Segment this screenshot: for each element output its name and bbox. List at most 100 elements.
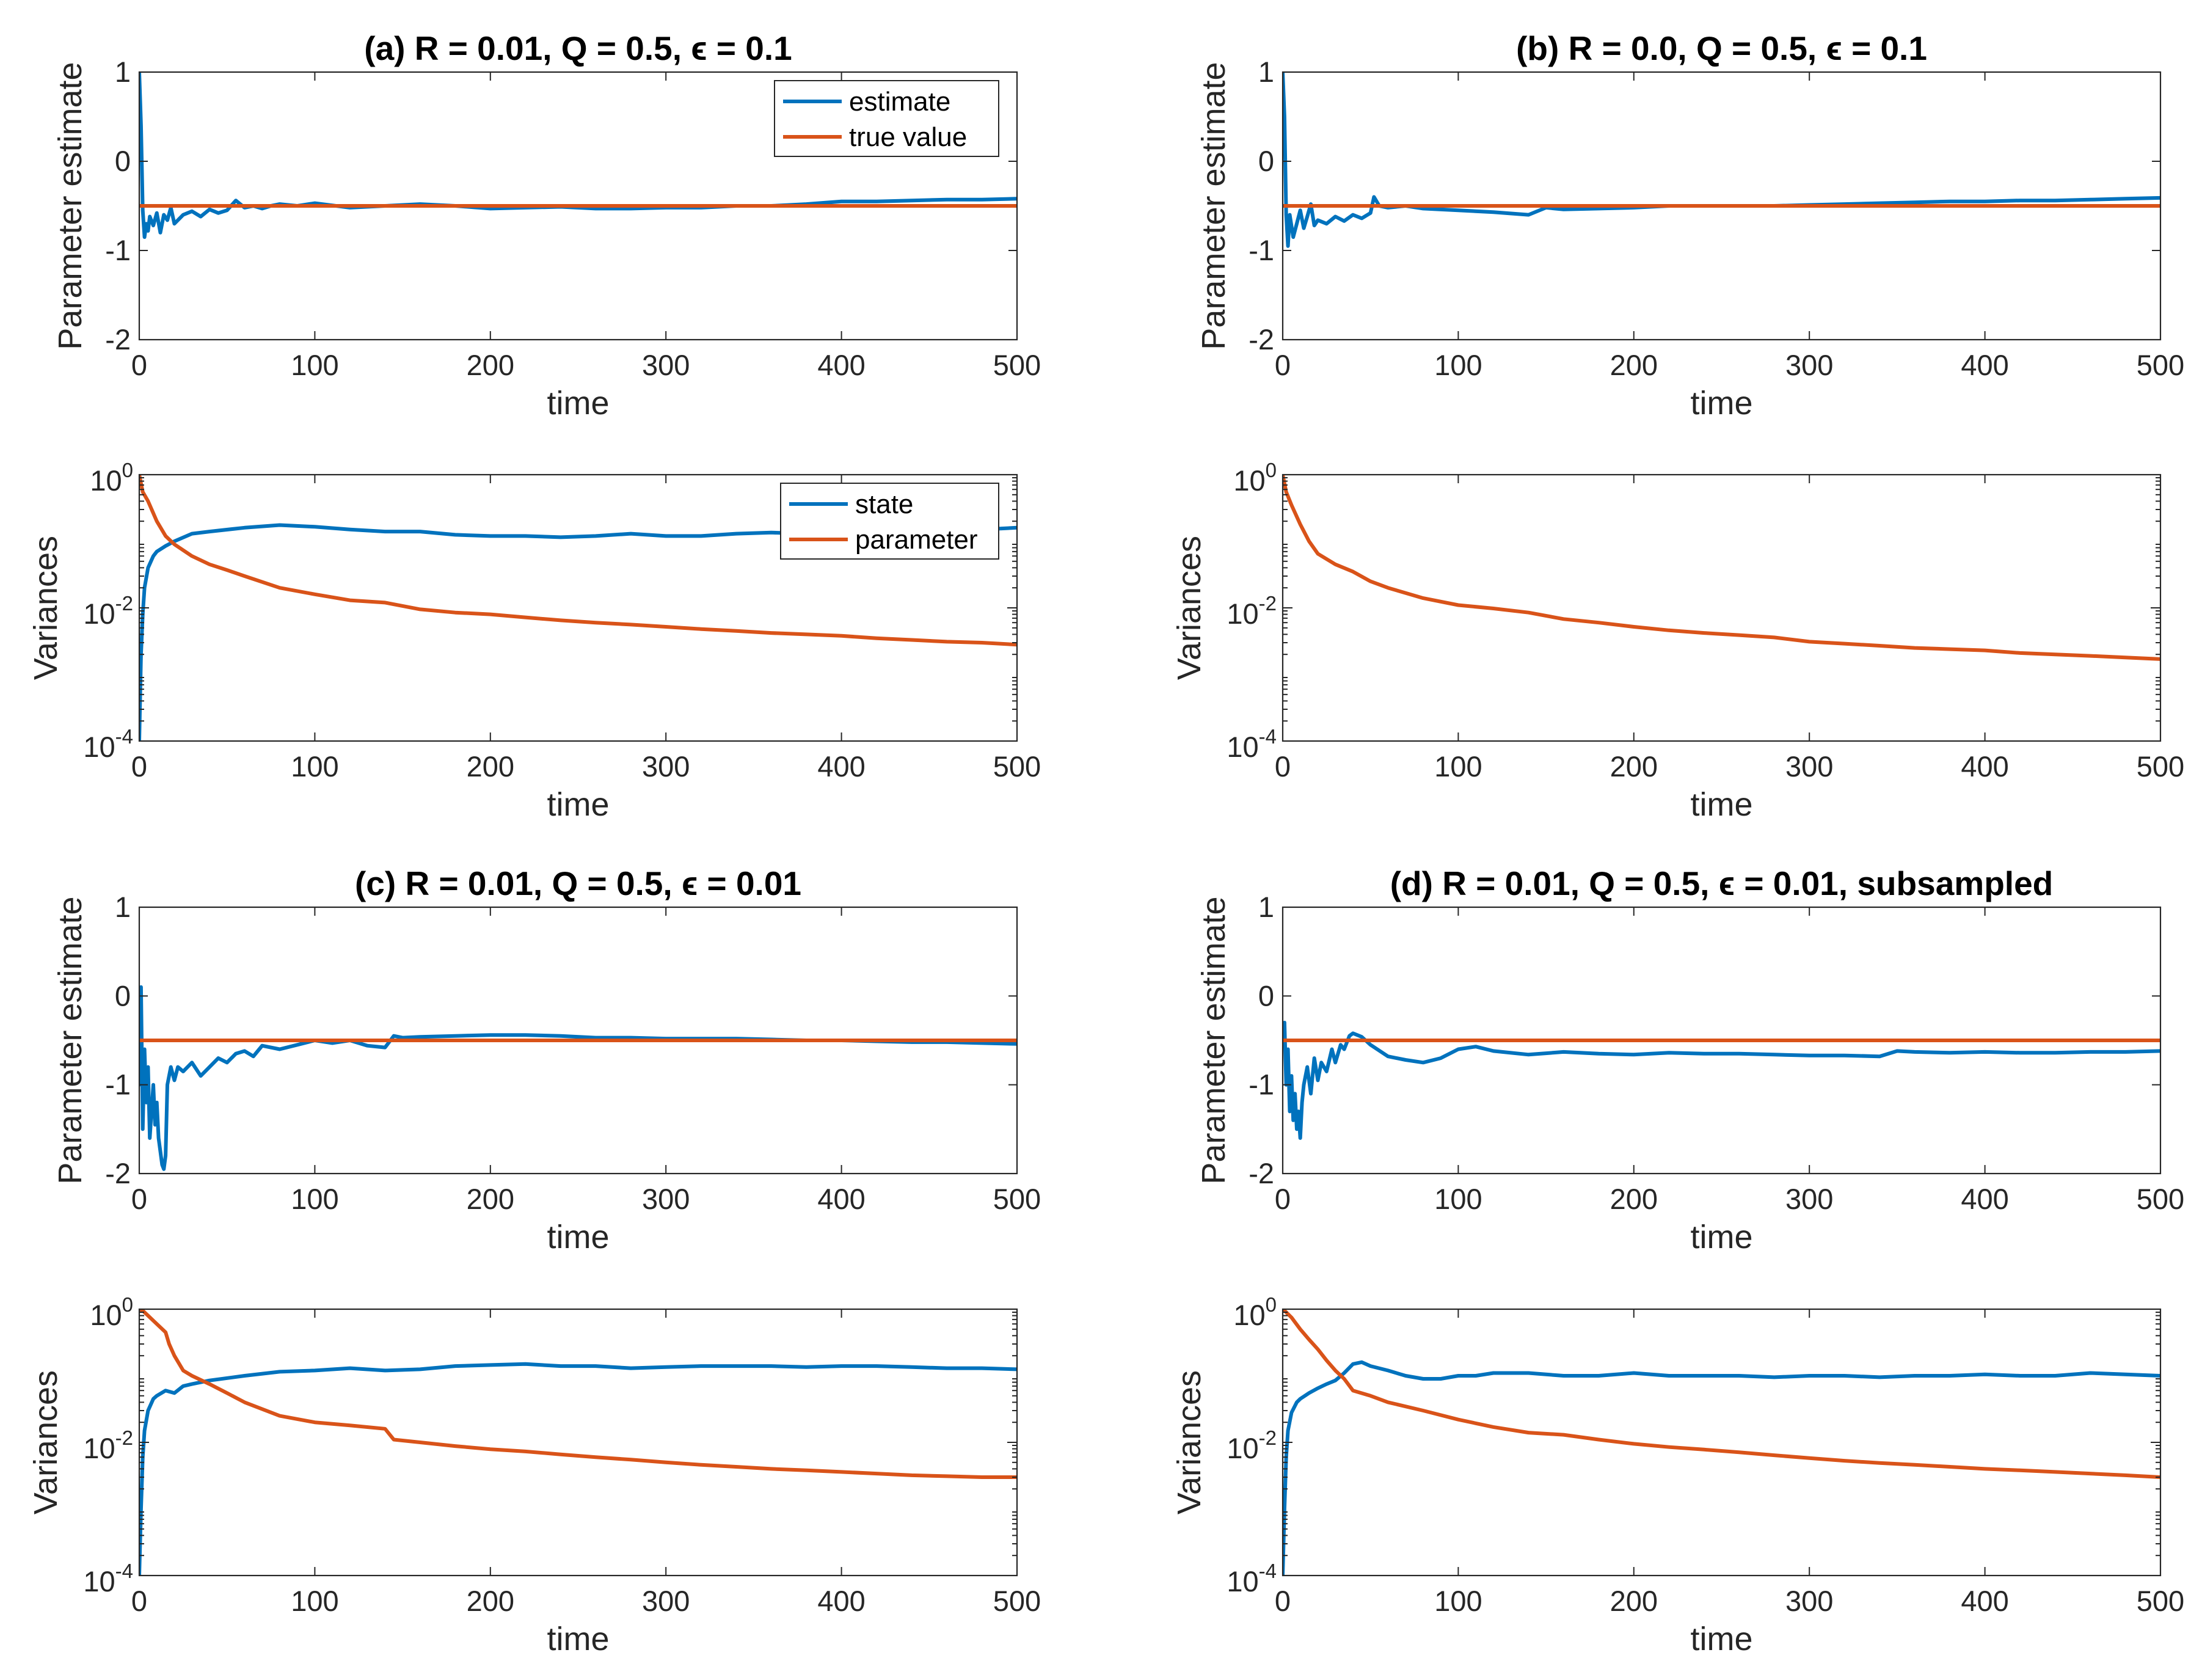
y-tick-base: 10: [1233, 464, 1265, 497]
y-axis-label: Variances: [27, 536, 64, 680]
y-tick-exponent: -2: [1259, 592, 1277, 615]
y-tick-base: 10: [1233, 1299, 1265, 1331]
panel-title: (b) R = 0.0, Q = 0.5, ϵ = 0.1: [1516, 29, 1927, 67]
y-tick-label: -2: [105, 323, 131, 356]
y-tick-exponent: 0: [122, 459, 133, 481]
y-tick-label: -1: [1249, 234, 1274, 266]
y-tick-base: 10: [83, 597, 115, 630]
series-line-parameter: [139, 1309, 1017, 1479]
y-tick-base: 10: [1227, 597, 1258, 630]
axes-box: [138, 906, 1018, 1175]
y-tick-label: 1: [1258, 56, 1274, 88]
legend-label: true value: [849, 122, 967, 152]
y-tick-label: -1: [105, 234, 131, 266]
y-tick-label: 0: [115, 979, 131, 1012]
y-tick-label: 10-2: [83, 1426, 133, 1464]
x-tick-label: 300: [642, 1183, 690, 1215]
y-tick-exponent: -4: [1259, 725, 1277, 748]
y-axis-label: Variances: [27, 1370, 64, 1514]
y-tick-base: 10: [1227, 1565, 1258, 1598]
x-axis-label: time: [1690, 1621, 1752, 1657]
x-tick-label: 500: [2137, 750, 2184, 783]
legend: state parameter: [780, 483, 999, 560]
y-tick-base: 10: [83, 1565, 115, 1598]
x-tick-label: 200: [467, 349, 514, 381]
y-tick-label: 100: [90, 459, 133, 497]
x-tick-label: 0: [131, 1585, 147, 1617]
x-axis-label: time: [1690, 385, 1752, 422]
y-tick-base: 10: [83, 1432, 115, 1464]
y-tick-label: -1: [1249, 1068, 1274, 1101]
x-tick-label: 200: [467, 750, 514, 783]
y-tick-label: 10-4: [83, 1560, 133, 1598]
x-tick-label: 0: [1275, 750, 1291, 783]
series-line-parameter: [139, 475, 1017, 647]
y-tick-exponent: -2: [115, 1426, 133, 1449]
x-axis-label: time: [547, 1219, 609, 1255]
y-tick-exponent: -4: [115, 725, 133, 748]
y-tick-label: 1: [115, 56, 131, 88]
panel-a-var: 0 100 200 300 400 50010-410-2100timeVariances…: [27, 459, 1041, 823]
x-axis-label: time: [547, 1621, 609, 1657]
y-axis-label: Parameter estimate: [52, 896, 89, 1184]
x-tick-label: 400: [1961, 1183, 2008, 1215]
y-tick-label: -1: [105, 1068, 131, 1101]
y-tick-base: 10: [1227, 731, 1258, 763]
x-tick-label: 300: [642, 750, 690, 783]
series-line-state: [139, 1362, 1017, 1576]
x-tick-label: 100: [1434, 750, 1482, 783]
x-axis-label: time: [547, 786, 609, 823]
axes-box: [1281, 473, 2162, 742]
y-axis-label: Parameter estimate: [1195, 896, 1232, 1184]
y-tick-exponent: -4: [1259, 1560, 1277, 1582]
panel-title: (c) R = 0.01, Q = 0.5, ϵ = 0.01: [355, 864, 801, 902]
x-tick-label: 500: [993, 1183, 1041, 1215]
axes-box: [1281, 71, 2162, 341]
series-line-parameter: [1283, 475, 2160, 661]
x-tick-label: 400: [1961, 750, 2008, 783]
series-line-estimate: [1283, 72, 2160, 248]
x-tick-label: 0: [131, 750, 147, 783]
x-axis-label: time: [547, 385, 609, 422]
x-tick-label: 100: [1434, 1585, 1482, 1617]
y-axis-label: Parameter estimate: [1195, 62, 1232, 349]
x-axis-label: time: [1690, 786, 1752, 823]
y-axis-label: Parameter estimate: [52, 62, 89, 349]
y-tick-label: 0: [1258, 979, 1274, 1012]
x-tick-label: 400: [817, 750, 865, 783]
legend-box: [774, 80, 999, 157]
axes-box: [1281, 906, 2162, 1175]
x-tick-label: 200: [1610, 1585, 1658, 1617]
x-tick-label: 100: [291, 1585, 338, 1617]
x-tick-label: 0: [131, 349, 147, 381]
y-tick-label: 10-2: [1227, 592, 1277, 630]
y-tick-exponent: 0: [1266, 459, 1277, 481]
y-tick-label: 10-2: [83, 592, 133, 630]
x-tick-label: 200: [467, 1183, 514, 1215]
x-tick-label: 300: [1785, 349, 1833, 381]
y-tick-label: 100: [1233, 459, 1277, 497]
legend: estimate true value: [774, 80, 999, 157]
axes-box: [138, 71, 1018, 341]
x-tick-label: 200: [1610, 750, 1658, 783]
y-tick-label: -2: [1249, 1157, 1274, 1189]
y-tick-exponent: -2: [115, 592, 133, 615]
x-tick-label: 300: [642, 349, 690, 381]
y-tick-label: 100: [90, 1293, 133, 1331]
y-tick-label: 1: [1258, 891, 1274, 923]
y-tick-base: 10: [90, 1299, 122, 1331]
x-tick-label: 300: [1785, 1585, 1833, 1617]
y-tick-exponent: 0: [122, 1293, 133, 1316]
y-tick-base: 10: [90, 464, 122, 497]
panel-a-param: 0 100 200 300 400 500 -2 -1 0 1 time Parameter esti…: [52, 29, 1041, 422]
y-tick-base: 10: [83, 731, 115, 763]
panel-d-param: 0 100 200 300 400 500 -2 -1 0 1 time Parameter esti…: [1195, 864, 2184, 1255]
x-tick-label: 400: [1961, 1585, 2008, 1617]
x-tick-label: 100: [291, 750, 338, 783]
series-line-estimate: [139, 985, 1017, 1171]
x-tick-label: 200: [467, 1585, 514, 1617]
y-tick-label: -2: [105, 1157, 131, 1189]
series-line-state: [1283, 1360, 2160, 1576]
